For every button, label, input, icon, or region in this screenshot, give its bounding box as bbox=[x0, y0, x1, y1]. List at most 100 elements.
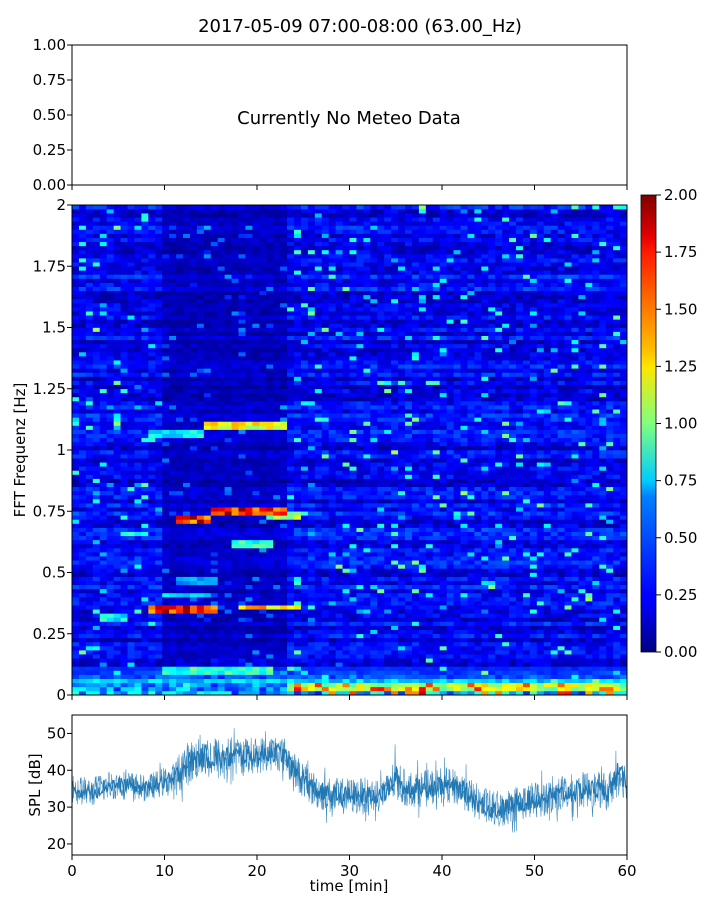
spectrogram-cell bbox=[384, 646, 392, 651]
spectrogram-cell bbox=[259, 670, 267, 675]
spectrogram-cell bbox=[432, 637, 441, 643]
spectrogram-cell bbox=[446, 666, 454, 671]
spectrogram-cell bbox=[300, 609, 309, 614]
spectrogram-cell bbox=[280, 670, 288, 675]
spectrogram-cell bbox=[155, 576, 163, 581]
spectrogram-cell bbox=[176, 494, 184, 500]
spectrogram-cell bbox=[536, 556, 545, 561]
spectrogram-cell bbox=[321, 572, 330, 577]
spectrogram-cell bbox=[425, 662, 434, 667]
spectrogram-cell bbox=[613, 564, 621, 569]
spectrogram-cell bbox=[231, 523, 239, 528]
spectrogram-cell bbox=[488, 490, 496, 496]
spectrogram-cell bbox=[509, 523, 517, 528]
spectrogram-cell bbox=[335, 646, 343, 651]
spectrogram-cell bbox=[294, 535, 302, 541]
spectrogram-cell bbox=[92, 474, 101, 479]
spectrogram-cell bbox=[502, 445, 510, 451]
spectrogram-cell bbox=[453, 605, 461, 610]
spectrogram-cell bbox=[141, 548, 149, 553]
spectrogram-cell bbox=[245, 633, 253, 639]
spectrogram-cell bbox=[529, 666, 538, 671]
spectrogram-cell bbox=[307, 650, 316, 655]
spectrogram-cell bbox=[425, 690, 434, 696]
spectrogram-cell bbox=[287, 613, 295, 618]
spectrogram-cell bbox=[529, 580, 538, 586]
spectrogram-cell bbox=[474, 674, 482, 679]
spectrogram-cell bbox=[418, 482, 427, 488]
spectrogram-cell bbox=[238, 450, 246, 455]
spectrogram-cell bbox=[280, 511, 288, 516]
spectrogram-cell bbox=[592, 588, 600, 594]
spectrogram-cell bbox=[411, 674, 420, 679]
spectrogram-cell bbox=[474, 658, 482, 663]
spectrogram-cell bbox=[273, 494, 281, 500]
spectrogram-cell bbox=[273, 637, 281, 643]
spectrogram-cell bbox=[613, 568, 621, 573]
spectrogram-cell bbox=[169, 539, 177, 545]
spectrogram-cell bbox=[557, 613, 565, 618]
spectrogram-cell bbox=[294, 613, 302, 618]
spectrogram-cell bbox=[564, 466, 572, 471]
spectrogram-cell bbox=[307, 588, 316, 594]
spectrogram-cell bbox=[162, 592, 170, 598]
spectrogram-cell bbox=[162, 441, 170, 447]
spectrogram-cell bbox=[238, 609, 246, 614]
spectrogram-cell bbox=[411, 535, 420, 541]
spectrogram-cell bbox=[425, 482, 434, 488]
spectrogram-cell bbox=[134, 625, 142, 630]
spectrogram-cell bbox=[141, 486, 149, 492]
spectrogram-cell bbox=[273, 678, 281, 684]
spectrogram-cell bbox=[557, 445, 565, 451]
spectrogram-cell bbox=[411, 621, 420, 626]
spectrogram-cell bbox=[189, 466, 198, 471]
spectrogram-cell bbox=[522, 686, 531, 692]
spectrogram-cell bbox=[342, 458, 350, 463]
spectrogram-cell bbox=[203, 621, 212, 626]
spectrogram-cell bbox=[564, 548, 572, 553]
spectrogram-cell bbox=[176, 650, 184, 655]
spectrogram-cell bbox=[418, 629, 427, 635]
spectrogram-cell bbox=[162, 445, 170, 451]
spectrogram-cell bbox=[502, 454, 510, 459]
spectrogram-cell bbox=[550, 613, 559, 618]
spectrogram-cell bbox=[92, 507, 101, 512]
spectrogram-cell bbox=[85, 646, 94, 651]
spectrogram-cell bbox=[92, 564, 101, 569]
spectrogram-cell bbox=[529, 621, 538, 626]
spectrogram-cell bbox=[446, 650, 454, 655]
spectrogram-cell bbox=[294, 637, 302, 643]
spectrogram-cell bbox=[411, 666, 420, 671]
spectrogram-cell bbox=[460, 646, 468, 651]
spectrogram-cell bbox=[280, 682, 288, 688]
spectrogram-cell bbox=[252, 527, 260, 532]
spectrogram-cell bbox=[522, 678, 531, 684]
spectrogram-cell bbox=[349, 445, 357, 451]
spectrogram-cell bbox=[550, 588, 559, 594]
spectrogram-cell bbox=[203, 658, 212, 663]
spectrogram-cell bbox=[169, 515, 177, 520]
spectrogram-cell bbox=[550, 674, 559, 679]
spectrogram-cell bbox=[585, 556, 593, 561]
spectrogram-cell bbox=[453, 601, 461, 606]
spectrogram-cell bbox=[294, 441, 302, 447]
spectrogram-cell bbox=[356, 470, 364, 475]
spectrogram-cell bbox=[134, 494, 142, 500]
spectrogram-cell bbox=[398, 601, 406, 606]
spectrogram-cell bbox=[155, 597, 163, 602]
spectrogram-cell bbox=[370, 690, 378, 696]
spectrogram-cell bbox=[217, 568, 226, 573]
spectrogram-cell bbox=[349, 535, 357, 541]
spectrogram-cell bbox=[224, 650, 232, 655]
spectrogram-cell bbox=[78, 690, 87, 696]
spectrogram-cell bbox=[571, 633, 579, 639]
spectrogram-cell bbox=[599, 674, 607, 679]
spectrogram-cell bbox=[599, 601, 607, 606]
spectrogram-cell bbox=[203, 499, 212, 504]
spectrogram-cell bbox=[522, 588, 531, 594]
spectrogram-cell bbox=[349, 511, 357, 516]
spectrogram-cell bbox=[307, 613, 316, 618]
spectrogram-cell bbox=[231, 625, 239, 630]
spectrogram-cell bbox=[148, 486, 156, 492]
spectrogram-cell bbox=[231, 539, 239, 545]
